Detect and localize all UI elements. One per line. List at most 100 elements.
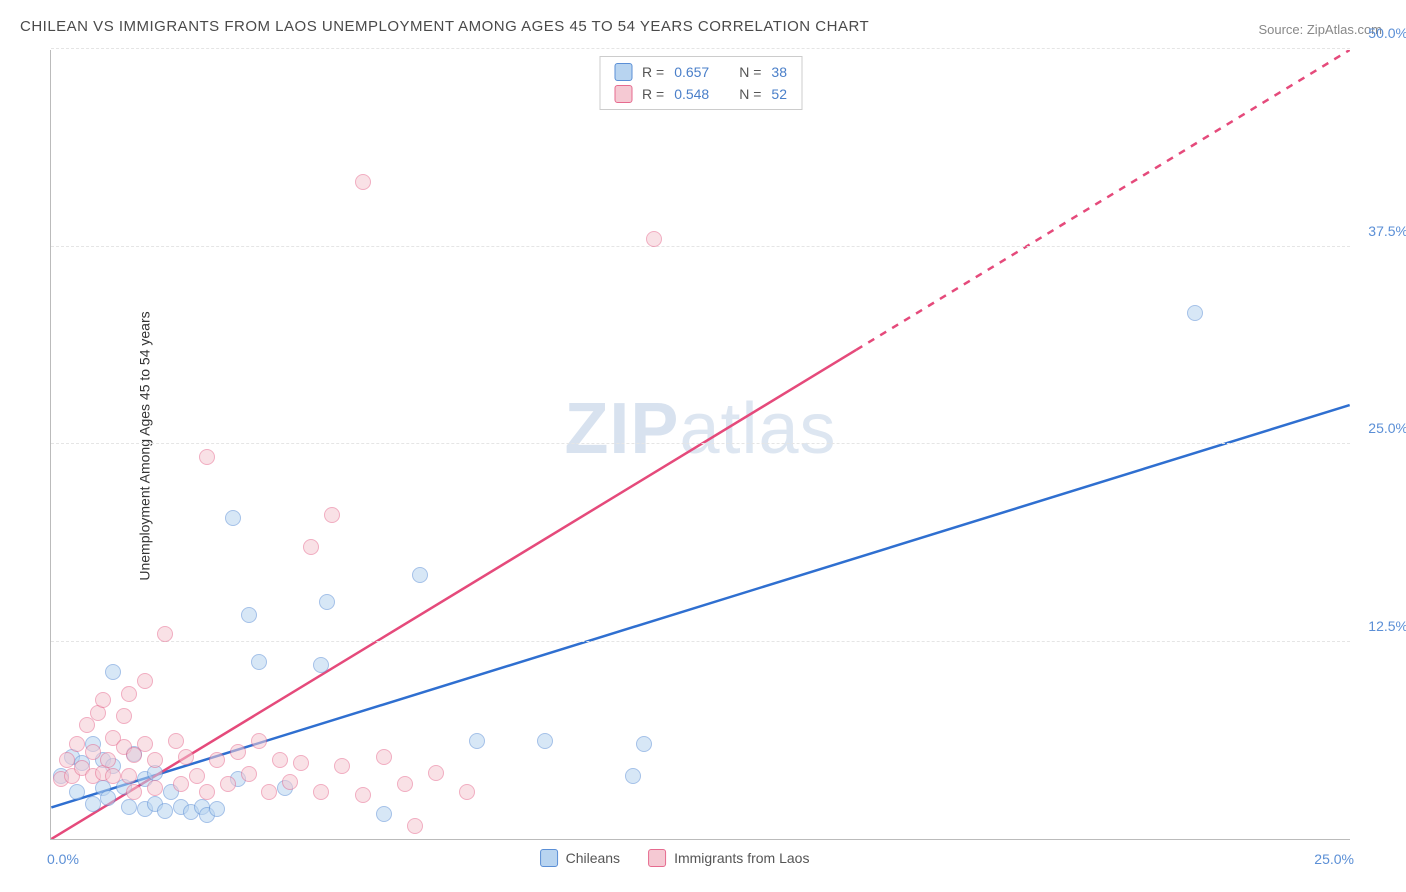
data-point xyxy=(137,673,153,689)
data-point xyxy=(147,752,163,768)
trend-line-dashed xyxy=(856,50,1349,350)
data-point xyxy=(105,664,121,680)
data-point xyxy=(355,174,371,190)
chart-container: CHILEAN VS IMMIGRANTS FROM LAOS UNEMPLOY… xyxy=(0,0,1406,892)
data-point xyxy=(209,801,225,817)
data-point xyxy=(625,768,641,784)
data-point xyxy=(209,752,225,768)
r-label: R = xyxy=(642,86,664,102)
data-point xyxy=(189,768,205,784)
n-label: N = xyxy=(739,86,761,102)
data-point xyxy=(241,766,257,782)
data-point xyxy=(173,776,189,792)
data-point xyxy=(313,657,329,673)
data-point xyxy=(412,567,428,583)
data-point xyxy=(459,784,475,800)
data-point xyxy=(100,790,116,806)
watermark-zip: ZIP xyxy=(564,389,679,469)
r-value-chileans: 0.657 xyxy=(674,64,709,80)
trend-line-solid xyxy=(51,350,856,839)
watermark: ZIPatlas xyxy=(564,388,836,470)
data-point xyxy=(137,736,153,752)
data-point xyxy=(251,733,267,749)
legend-item-laos: Immigrants from Laos xyxy=(648,849,809,867)
data-point xyxy=(85,744,101,760)
gridline xyxy=(51,48,1350,49)
trend-lines-svg xyxy=(51,50,1350,839)
data-point xyxy=(121,686,137,702)
swatch-laos-icon xyxy=(614,85,632,103)
data-point xyxy=(157,626,173,642)
plot-area: ZIPatlas R = 0.657 N = 38 R = 0.548 N = … xyxy=(50,50,1350,840)
data-point xyxy=(313,784,329,800)
swatch-chileans-icon xyxy=(540,849,558,867)
data-point xyxy=(1187,305,1203,321)
data-point xyxy=(116,708,132,724)
gridline xyxy=(51,641,1350,642)
data-point xyxy=(168,733,184,749)
data-point xyxy=(199,784,215,800)
data-point xyxy=(178,749,194,765)
swatch-chileans-icon xyxy=(614,63,632,81)
series-legend: Chileans Immigrants from Laos xyxy=(540,849,810,867)
n-label: N = xyxy=(739,64,761,80)
data-point xyxy=(324,507,340,523)
data-point xyxy=(121,768,137,784)
r-value-laos: 0.548 xyxy=(674,86,709,102)
data-point xyxy=(241,607,257,623)
data-point xyxy=(59,752,75,768)
data-point xyxy=(105,768,121,784)
data-point xyxy=(469,733,485,749)
data-point xyxy=(95,692,111,708)
y-tick-label: 50.0% xyxy=(1368,25,1406,41)
data-point xyxy=(199,449,215,465)
data-point xyxy=(85,796,101,812)
data-point xyxy=(261,784,277,800)
legend-label-laos: Immigrants from Laos xyxy=(674,850,809,866)
data-point xyxy=(319,594,335,610)
n-value-chileans: 38 xyxy=(771,64,787,80)
y-tick-label: 25.0% xyxy=(1368,420,1406,436)
data-point xyxy=(428,765,444,781)
gridline xyxy=(51,246,1350,247)
data-point xyxy=(303,539,319,555)
data-point xyxy=(69,784,85,800)
legend-label-chileans: Chileans xyxy=(566,850,620,866)
data-point xyxy=(251,654,267,670)
x-tick-max: 25.0% xyxy=(1314,851,1354,867)
watermark-atlas: atlas xyxy=(679,389,836,469)
data-point xyxy=(225,510,241,526)
gridline xyxy=(51,443,1350,444)
data-point xyxy=(220,776,236,792)
data-point xyxy=(272,752,288,768)
r-label: R = xyxy=(642,64,664,80)
data-point xyxy=(646,231,662,247)
legend-item-chileans: Chileans xyxy=(540,849,620,867)
n-value-laos: 52 xyxy=(771,86,787,102)
data-point xyxy=(397,776,413,792)
chart-title: CHILEAN VS IMMIGRANTS FROM LAOS UNEMPLOY… xyxy=(20,18,869,35)
data-point xyxy=(121,799,137,815)
data-point xyxy=(355,787,371,803)
data-point xyxy=(636,736,652,752)
y-tick-label: 37.5% xyxy=(1368,223,1406,239)
data-point xyxy=(147,780,163,796)
data-point xyxy=(293,755,309,771)
data-point xyxy=(69,736,85,752)
data-point xyxy=(230,744,246,760)
data-point xyxy=(100,752,116,768)
data-point xyxy=(126,784,142,800)
data-point xyxy=(537,733,553,749)
correlation-legend: R = 0.657 N = 38 R = 0.548 N = 52 xyxy=(599,56,802,110)
data-point xyxy=(407,818,423,834)
data-point xyxy=(376,749,392,765)
source-label: Source: ZipAtlas.com xyxy=(1258,22,1382,37)
data-point xyxy=(376,806,392,822)
legend-row-laos: R = 0.548 N = 52 xyxy=(614,83,787,105)
data-point xyxy=(282,774,298,790)
y-tick-label: 12.5% xyxy=(1368,618,1406,634)
swatch-laos-icon xyxy=(648,849,666,867)
x-tick-origin: 0.0% xyxy=(47,851,79,867)
legend-row-chileans: R = 0.657 N = 38 xyxy=(614,61,787,83)
data-point xyxy=(157,803,173,819)
